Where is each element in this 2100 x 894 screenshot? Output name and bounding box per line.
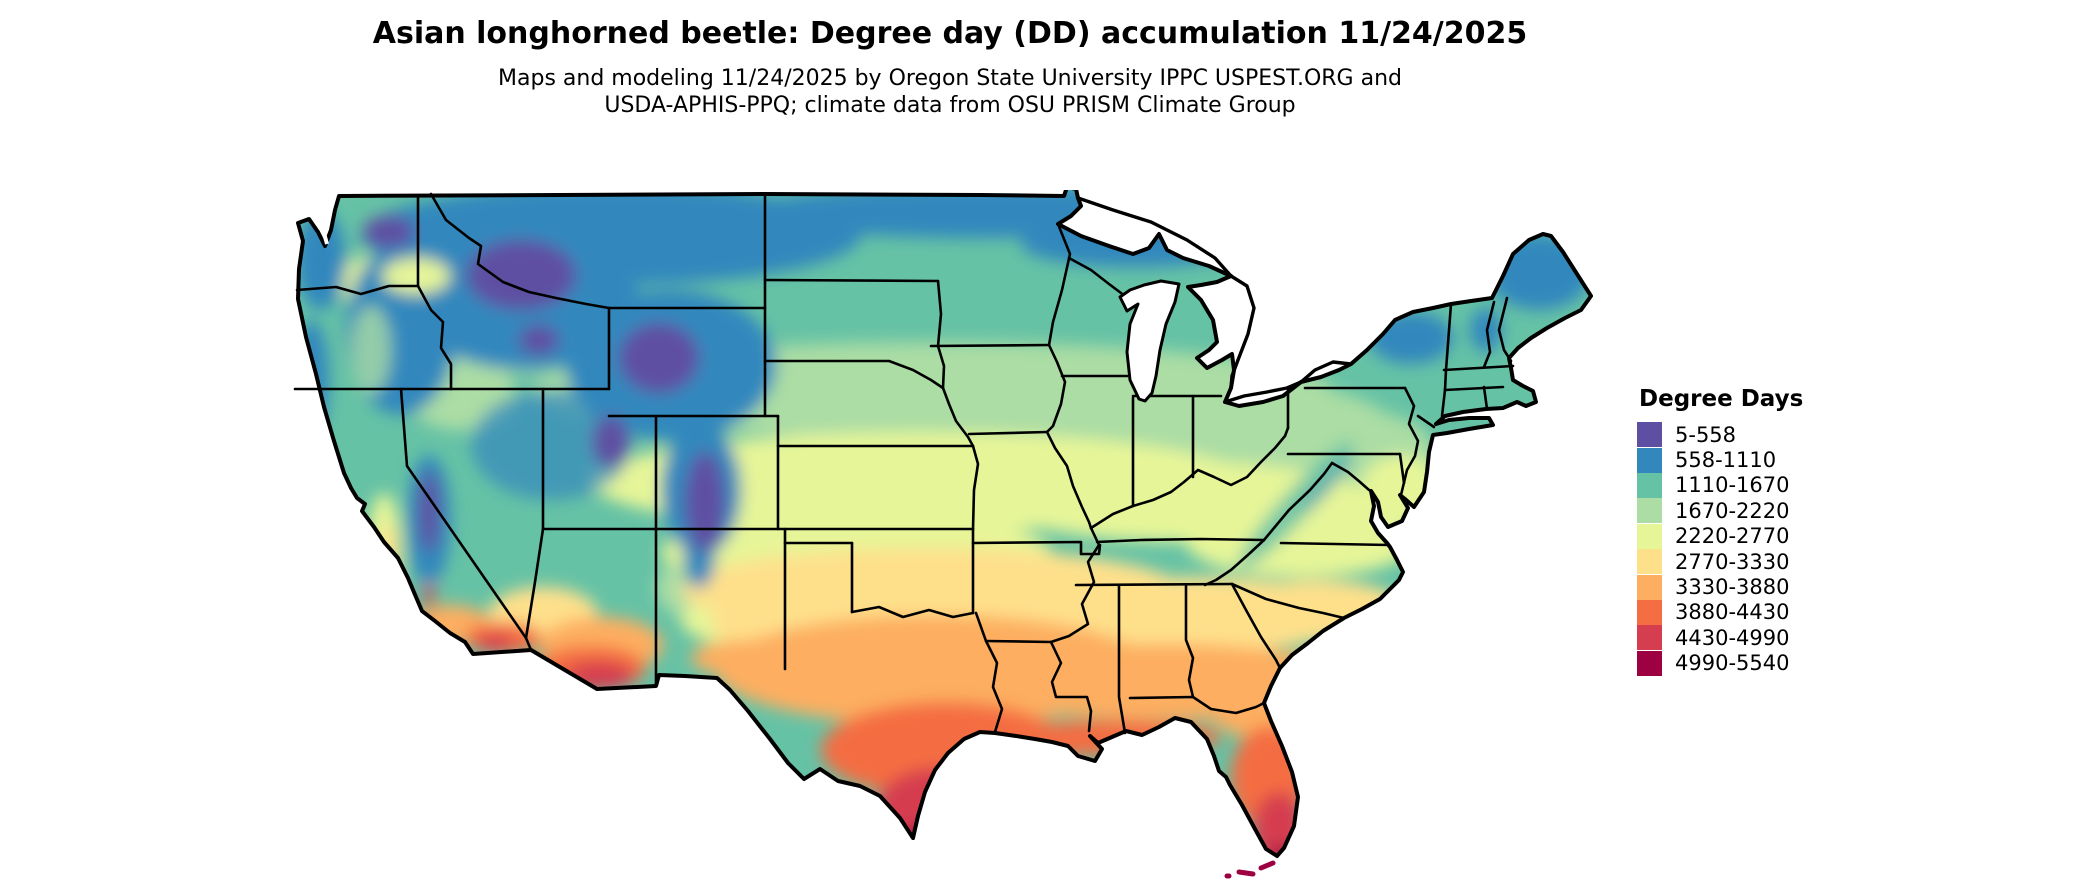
legend-swatch [1637,625,1662,651]
degree-day-raster [298,187,1591,856]
us-degree-day-map [281,185,1601,890]
lake-michigan [1118,279,1181,403]
legend-label: 5-558 [1675,422,1737,447]
puget-sound [319,221,329,245]
page-title: Asian longhorned beetle: Degree day (DD)… [372,16,1528,51]
legend-label: 4430-4990 [1675,625,1790,650]
map-header: Asian longhorned beetle: Degree day (DD)… [0,16,1900,119]
legend-label: 2220-2770 [1675,524,1790,549]
legend-item: 4430-4990 [1637,625,1877,651]
legend-swatch [1637,472,1662,498]
us-map-svg [293,185,1593,879]
legend-label: 1670-2220 [1675,498,1790,523]
legend-swatch [1637,599,1662,625]
legend-swatch [1637,574,1662,600]
legend-swatch [1637,422,1662,448]
page-subtitle: Maps and modeling 11/24/2025 by Oregon S… [0,65,1900,119]
us-outline [296,185,1593,858]
legend-item: 2220-2770 [1637,523,1877,549]
subtitle-line-1: Maps and modeling 11/24/2025 by Oregon S… [498,66,1402,91]
legend-label: 3330-3880 [1675,575,1790,600]
legend-item: 1670-2220 [1637,498,1877,524]
legend-item: 2770-3330 [1637,549,1877,575]
legend-swatch [1637,549,1662,575]
legend-label: 558-1110 [1675,448,1777,473]
legend-swatch [1637,498,1662,524]
legend-label: 4990-5540 [1675,651,1790,676]
legend-title: Degree Days [1639,386,1804,412]
legend-item: 5-558 [1637,422,1877,448]
legend-swatch [1637,447,1662,473]
legend-label: 1110-1670 [1675,473,1790,498]
florida-keys [1224,860,1276,879]
legend-item: 4990-5540 [1637,650,1877,676]
legend-swatch [1637,523,1662,549]
legend-item: 3330-3880 [1637,574,1877,600]
legend-item: 558-1110 [1637,447,1877,473]
state-borders [293,192,1515,735]
legend: Degree Days 5-558 558-1110 1110-1670 167… [1637,386,1877,676]
legend-swatch [1637,650,1662,676]
legend-item: 3880-4430 [1637,599,1877,625]
legend-label: 3880-4430 [1675,600,1790,625]
legend-label: 2770-3330 [1675,549,1790,574]
legend-item: 1110-1670 [1637,472,1877,498]
subtitle-line-2: USDA-APHIS-PPQ; climate data from OSU PR… [604,93,1296,118]
